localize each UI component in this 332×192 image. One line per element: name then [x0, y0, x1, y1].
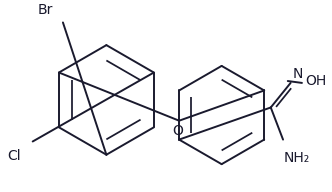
Text: OH: OH — [305, 74, 326, 88]
Text: N: N — [292, 67, 303, 81]
Text: NH₂: NH₂ — [284, 151, 310, 165]
Text: O: O — [172, 124, 183, 138]
Text: Br: Br — [38, 3, 53, 17]
Text: Cl: Cl — [8, 149, 21, 163]
